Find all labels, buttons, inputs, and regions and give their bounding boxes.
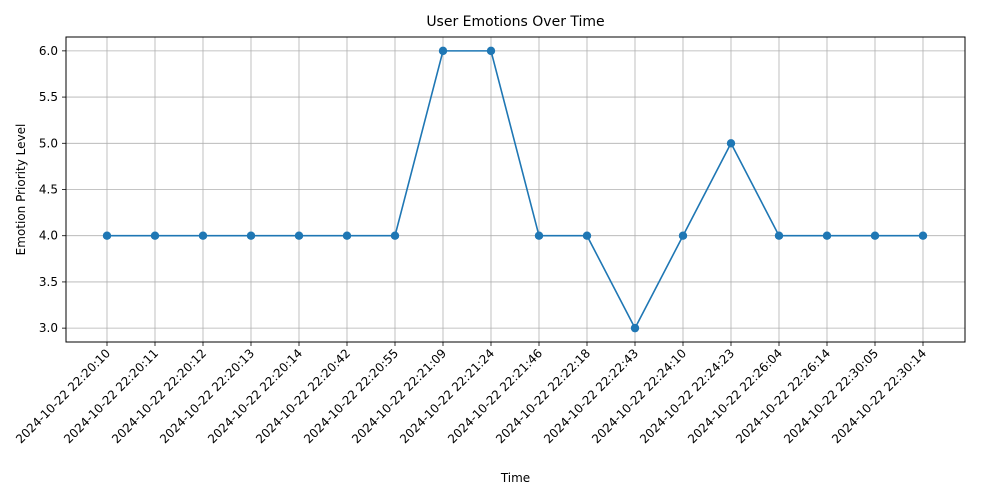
chart-title: User Emotions Over Time [426, 14, 604, 30]
y-tick-label: 5.5 [39, 90, 58, 104]
data-point [342, 231, 352, 240]
marker-layer [102, 46, 928, 333]
y-axis: 3.0 3.5 4.0 4.5 5.0 5.5 6.0 [39, 44, 66, 335]
y-tick-label: 3.5 [39, 275, 58, 289]
data-point [870, 231, 880, 240]
data-point [822, 231, 832, 240]
x-tick-label: 2024-10-22 22:20:11 [61, 346, 161, 446]
data-point [102, 231, 112, 240]
data-point [150, 231, 160, 240]
data-point [294, 231, 304, 240]
x-tick-label: 2024-10-22 22:30:14 [829, 346, 929, 446]
data-point [726, 139, 736, 148]
data-point [390, 231, 400, 240]
data-point [678, 231, 688, 240]
data-point [246, 231, 256, 240]
data-point [582, 231, 592, 240]
x-tick-label: 2024-10-22 22:24:10 [589, 346, 689, 446]
y-tick-label: 4.5 [39, 183, 58, 197]
series-layer [107, 50, 923, 330]
x-tick-label: 2024-10-22 22:26:04 [685, 346, 785, 446]
x-tick-label: 2024-10-22 22:20:42 [253, 346, 353, 446]
x-tick-label: 2024-10-22 22:20:10 [13, 346, 113, 446]
data-point [534, 231, 544, 240]
x-tick-label: 2024-10-22 22:26:14 [733, 346, 833, 446]
y-tick-label: 5.0 [39, 136, 58, 150]
data-point [438, 46, 448, 56]
x-tick-label: 2024-10-22 22:22:18 [493, 346, 593, 446]
x-tick-label: 2024-10-22 22:21:09 [349, 346, 449, 446]
y-tick-label: 6.0 [39, 44, 58, 58]
x-axis-title: Time [500, 471, 530, 485]
x-tick-label: 2024-10-22 22:21:24 [397, 346, 497, 446]
data-point [630, 323, 640, 333]
x-tick-label: 2024-10-22 22:20:12 [109, 346, 209, 446]
data-point [918, 231, 928, 240]
y-tick-label: 3.0 [39, 321, 58, 335]
y-tick-label: 4.0 [39, 229, 58, 243]
x-tick-label: 2024-10-22 22:20:13 [157, 346, 257, 446]
x-tick-label: 2024-10-22 22:20:55 [301, 346, 401, 446]
x-tick-label: 2024-10-22 22:22:43 [541, 346, 641, 446]
x-tick-label: 2024-10-22 22:30:05 [781, 346, 881, 446]
data-point [774, 231, 784, 240]
y-axis-title: Emotion Priority Level [14, 124, 28, 256]
data-point [198, 231, 208, 240]
data-point [486, 46, 496, 56]
x-tick-label: 2024-10-22 22:21:46 [445, 346, 545, 446]
grid-layer [66, 37, 965, 342]
x-tick-label: 2024-10-22 22:24:23 [637, 346, 737, 446]
series-line [107, 50, 923, 330]
x-tick-label: 2024-10-22 22:20:14 [205, 346, 305, 446]
